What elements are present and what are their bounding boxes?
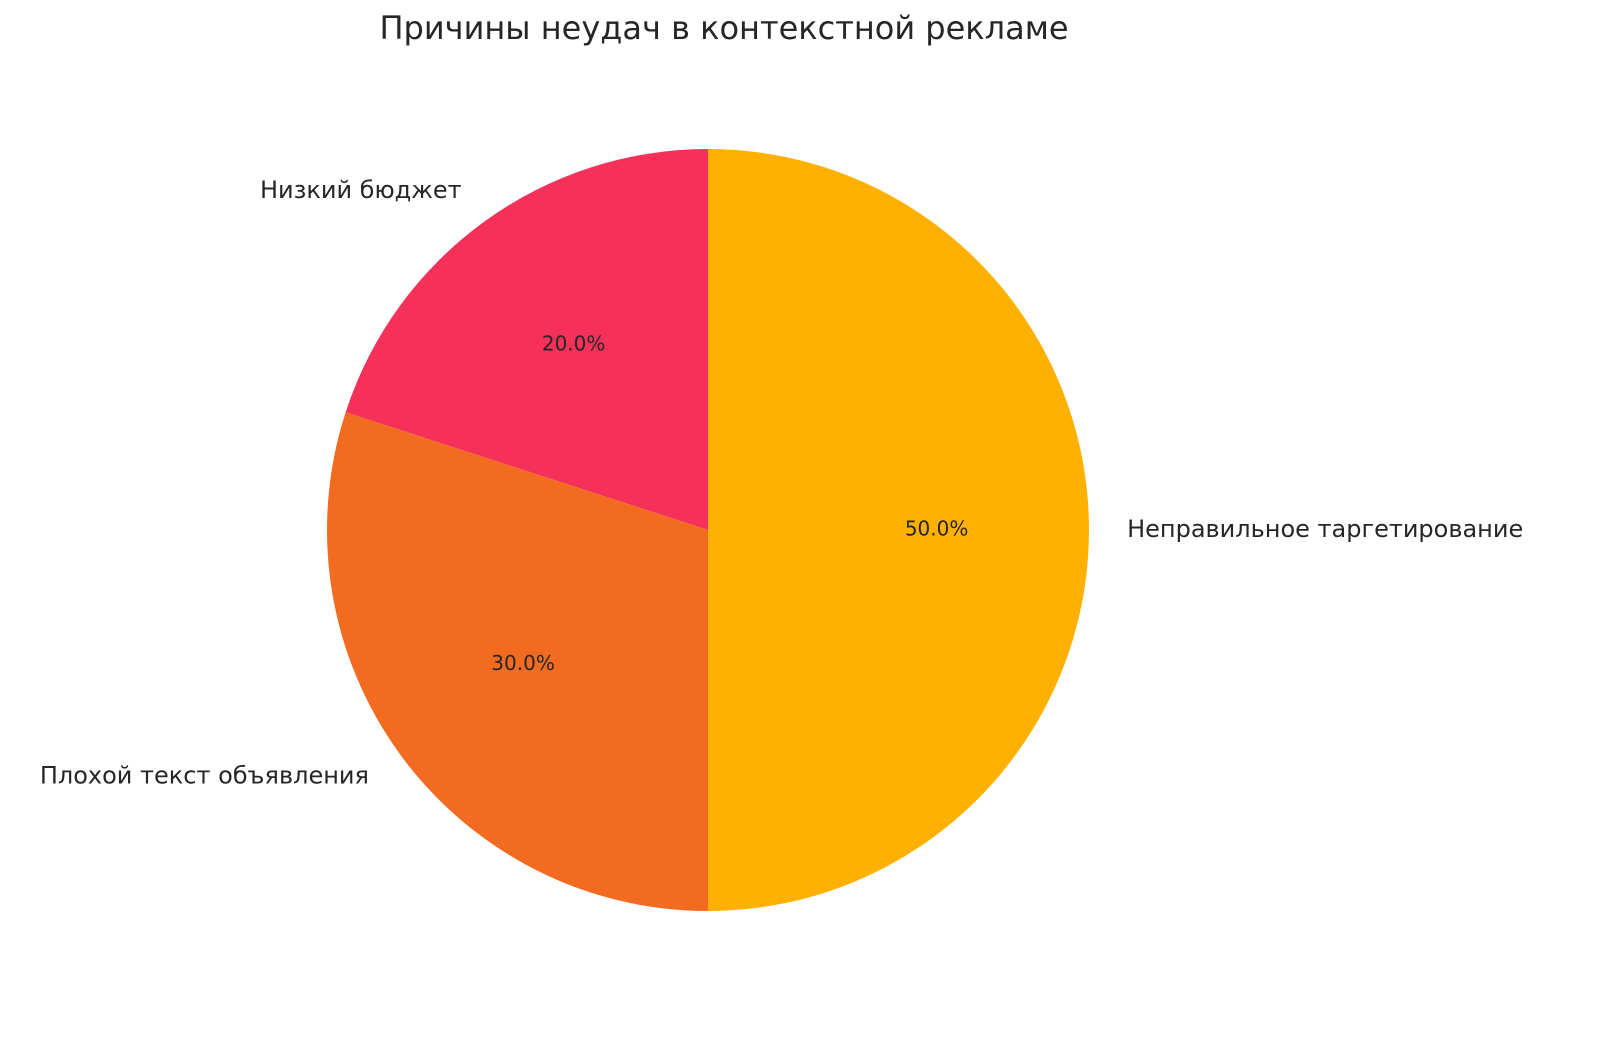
pie-slice [326, 412, 708, 911]
chart-title: Причины неудач в контекстной рекламе [379, 9, 1068, 47]
slice-label: Плохой текст объявления [40, 761, 369, 789]
value-label: 30.0% [491, 651, 555, 675]
value-label: 50.0% [905, 517, 969, 541]
slice-label: Неправильное таргетирование [1127, 515, 1523, 543]
pie-slice [345, 149, 708, 530]
value-label: 20.0% [542, 332, 606, 356]
pie-slice [708, 149, 1089, 911]
slice-label: Низкий бюджет [260, 176, 462, 204]
